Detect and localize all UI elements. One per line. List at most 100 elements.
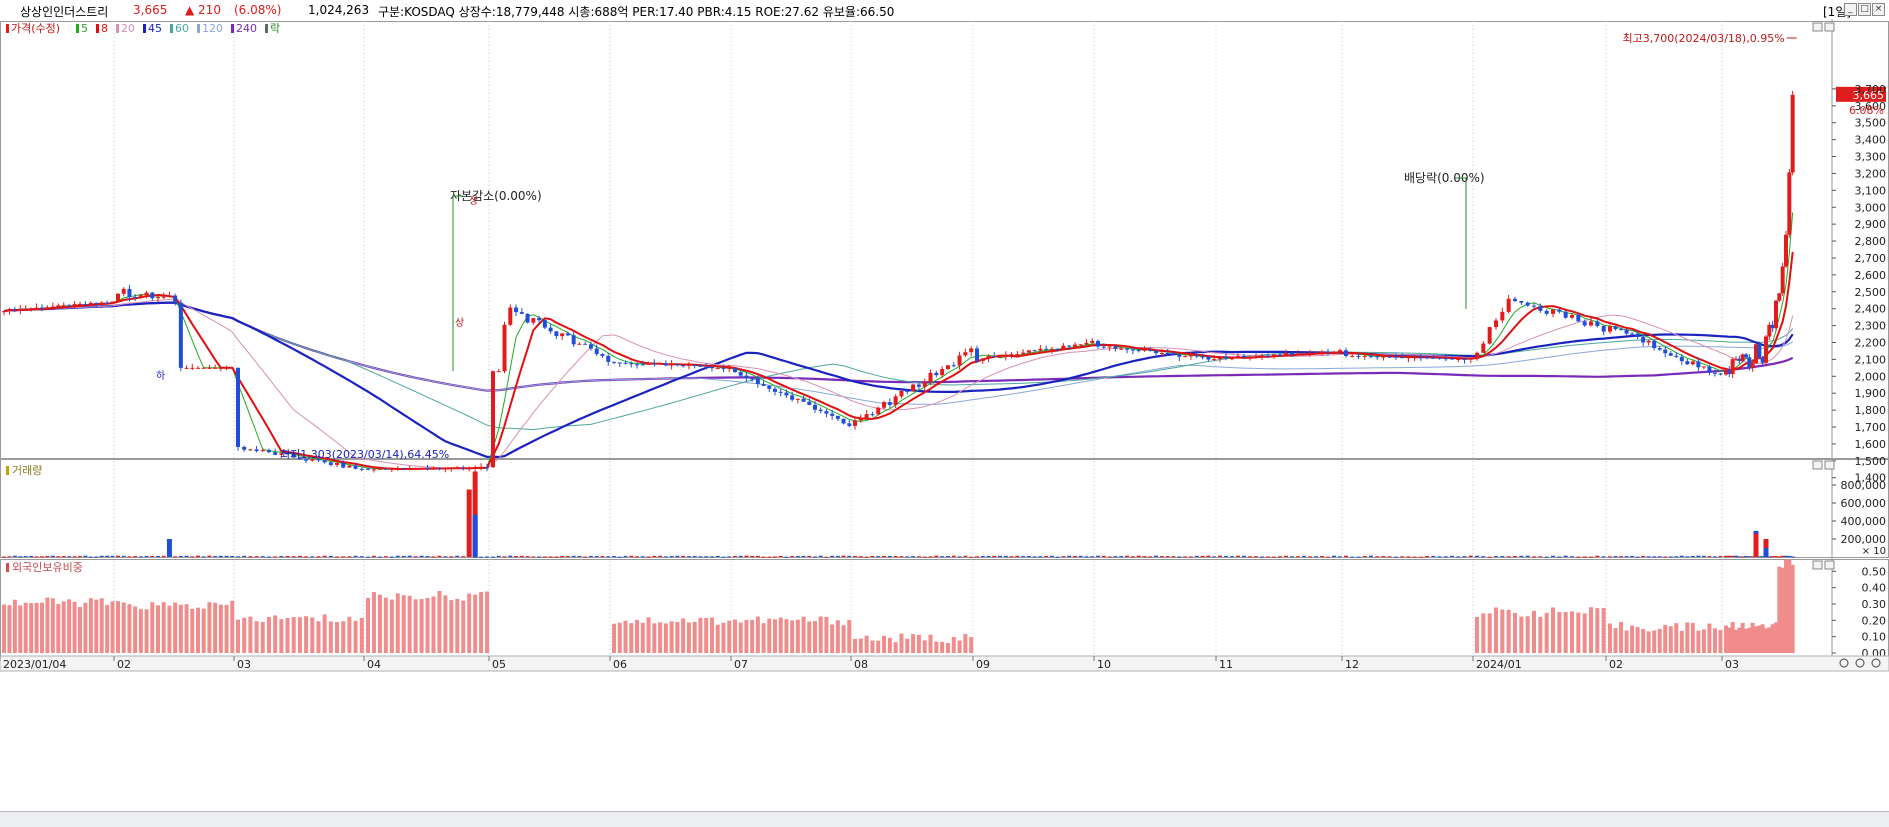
minimize-button[interactable]: _	[1844, 3, 1857, 16]
candle-body	[1740, 354, 1745, 361]
volume-bar	[1718, 555, 1723, 557]
candle-body	[1481, 343, 1486, 353]
scroll-bar[interactable]	[0, 811, 1889, 827]
foreign-holding-bar	[1707, 623, 1712, 653]
candle-body	[1787, 172, 1792, 235]
candle-body	[224, 367, 229, 369]
current-pct-label: 6.08%	[1849, 104, 1884, 117]
title-bar: 상상인인더스트리 3,665 ▲ 210 (6.08%) 1,024,263 구…	[0, 0, 1889, 20]
zoom-out-icon[interactable]	[1855, 658, 1865, 668]
candle-body	[508, 307, 513, 325]
candle-body	[1009, 354, 1014, 356]
maximize-button[interactable]: □	[1858, 3, 1871, 16]
candle-body	[407, 468, 412, 470]
candle-body	[1718, 373, 1723, 375]
volume-bar	[1595, 555, 1600, 557]
price-tick-label: 3,600	[1855, 100, 1887, 113]
foreign-holding-bar	[824, 616, 829, 653]
price-tick-label: 3,700	[1855, 83, 1887, 96]
volume-tick-label: 600,000	[1841, 497, 1887, 510]
candle-body	[1021, 352, 1026, 354]
volume-bar	[138, 556, 143, 558]
candle-body	[928, 372, 933, 382]
foreign-title-swatch	[6, 563, 9, 572]
foreign-holding-bar	[254, 621, 259, 653]
volume-bar	[1148, 556, 1153, 558]
panel-close-button[interactable]	[1824, 560, 1835, 570]
foreign-holding-bar	[461, 600, 466, 653]
volume-bar	[1494, 556, 1498, 558]
foreign-holding-bar	[383, 597, 388, 653]
foreign-holding-bar	[242, 617, 247, 653]
foreign-holding-bar	[1724, 625, 1728, 653]
panel-close-button[interactable]	[1824, 460, 1835, 470]
panel-minimize-button[interactable]	[1812, 22, 1823, 32]
zoom-reset-icon[interactable]	[1871, 658, 1881, 668]
candle-body	[56, 305, 61, 307]
candle-body	[801, 398, 806, 402]
volume-bar	[127, 556, 132, 558]
candle-body	[882, 402, 887, 408]
volume-bar	[1443, 556, 1448, 558]
volume-bar	[1551, 555, 1555, 557]
volume-bar	[1344, 555, 1348, 557]
candle-body	[738, 372, 743, 376]
candle-body	[830, 413, 835, 416]
candle-body	[617, 362, 622, 364]
candle-body	[161, 296, 166, 298]
foreign-holding-bar	[646, 617, 651, 653]
candle-body	[395, 468, 400, 470]
foreign-holding-bar	[640, 622, 645, 653]
volume-bar	[646, 556, 651, 558]
candle-body	[353, 465, 358, 469]
foreign-holding-bar	[110, 601, 115, 653]
candle-body	[1188, 355, 1193, 357]
candle-body	[1668, 353, 1673, 356]
foreign-holding-bar	[1780, 567, 1785, 653]
candle-body	[1368, 355, 1373, 357]
volume-bar	[248, 556, 253, 558]
volume-spike-bar	[472, 514, 478, 557]
volume-bar	[425, 556, 430, 558]
candle-body	[1780, 266, 1785, 294]
candle-body	[248, 449, 253, 451]
foreign-holding-bar	[196, 607, 200, 653]
volume-bar	[1393, 556, 1398, 558]
close-button[interactable]: ×	[1872, 3, 1885, 16]
foreign-holding-bar	[1730, 622, 1735, 653]
zoom-in-icon[interactable]	[1839, 658, 1849, 668]
panel-close-button[interactable]	[1824, 22, 1835, 32]
volume-bar	[473, 556, 478, 558]
volume-bar	[144, 555, 149, 557]
date-tick-label: 04	[367, 658, 381, 671]
foreign-holding-bar	[916, 634, 921, 653]
foreign-holding-bar	[761, 623, 766, 653]
foreign-holding-bar	[1754, 626, 1758, 653]
candle-body	[975, 348, 979, 362]
candle-body	[94, 302, 99, 304]
limit-up-marker: 상	[469, 195, 478, 207]
foreign-holding-bar	[911, 634, 916, 653]
volume-bar	[778, 555, 783, 557]
candle-body	[1456, 359, 1461, 361]
foreign-holding-bar	[807, 621, 812, 653]
candle-body	[519, 312, 524, 314]
foreign-holding-bar	[260, 621, 265, 653]
panel-minimize-button[interactable]	[1812, 460, 1823, 470]
foreign-tick-label: 0.30	[1862, 598, 1887, 611]
volume-bar	[1744, 556, 1748, 558]
candle-body	[18, 309, 23, 311]
candle-body	[1026, 350, 1031, 353]
candle-body	[78, 303, 82, 305]
panel-minimize-button[interactable]	[1812, 560, 1823, 570]
candle-body	[347, 465, 352, 468]
volume-bar	[727, 556, 732, 558]
volume-bar	[841, 555, 846, 557]
volume-bar	[675, 555, 680, 557]
volume-bar	[934, 555, 939, 557]
foreign-holding-bar	[359, 617, 364, 653]
volume-bar	[1679, 555, 1684, 557]
candle-body	[1519, 300, 1524, 303]
volume-bar	[236, 556, 240, 558]
candle-body	[916, 384, 921, 387]
